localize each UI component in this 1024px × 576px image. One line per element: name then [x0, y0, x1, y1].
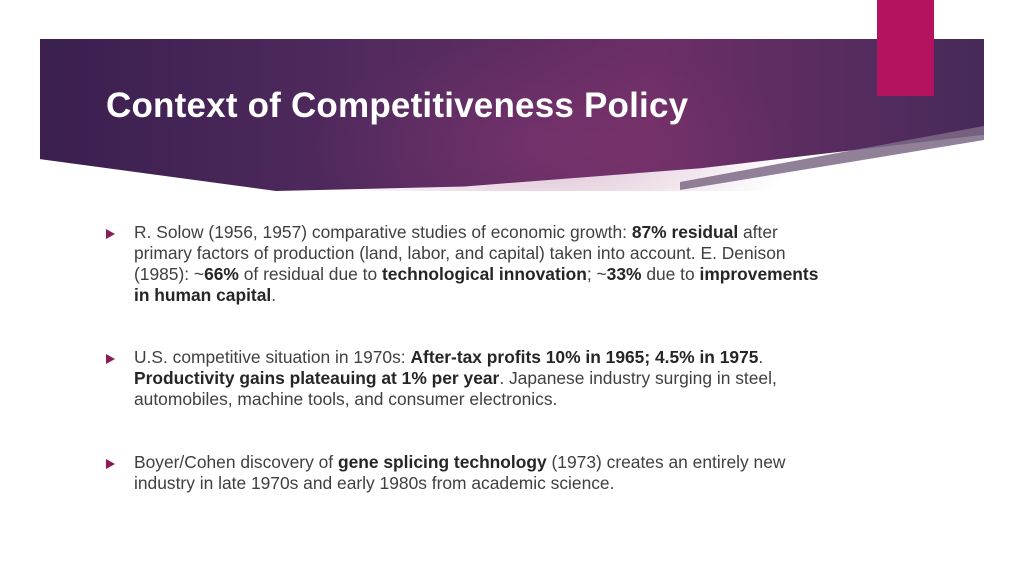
bullet-arrow-icon	[106, 354, 115, 364]
bullet-segment: after primary factors of production (lan…	[134, 222, 786, 284]
bullet-text: U.S. competitive situation in 1970s: Aft…	[134, 347, 824, 410]
bullet-text: R. Solow (1956, 1957) comparative studie…	[134, 222, 824, 306]
bullet-segment: R. Solow (1956, 1957) comparative studie…	[134, 222, 632, 242]
bullet-segment: .	[271, 285, 277, 305]
bullet-segment: (1973) creates an entirely new industry …	[134, 452, 786, 493]
bullet-segment: .	[758, 347, 764, 367]
bullet-arrow-icon	[106, 229, 115, 239]
bullet-segment: due to	[641, 264, 700, 284]
bullet-segment: Boyer/Cohen discovery of	[134, 452, 338, 472]
bullet-segment-bold: improvements in human capital	[134, 264, 819, 305]
bullet-segment: U.S. competitive situation in 1970s:	[134, 347, 411, 367]
bullet-segment: . Japanese industry surging in steel, au…	[134, 368, 777, 409]
accent-tab	[877, 0, 934, 96]
bullet-segment-bold: After-tax profits 10% in 1965; 4.5% in 1…	[410, 347, 759, 367]
bullet-segment: ; ~	[586, 264, 607, 284]
bullet-arrow-icon	[106, 459, 115, 469]
bullet-segment-bold: 33%	[606, 264, 642, 284]
bullet-text: Boyer/Cohen discovery of gene splicing t…	[134, 452, 824, 494]
bullet-segment-bold: 87% residual	[631, 222, 739, 242]
bullet-segment-bold: 66%	[204, 264, 239, 284]
bullet-segment: of residual due to	[238, 264, 382, 284]
bullet-segment-bold: gene splicing technology	[337, 452, 547, 472]
bullet-segment-bold: Productivity gains plateauing at 1% per …	[134, 368, 500, 388]
bullet-segment-bold: technological innovation	[382, 264, 587, 284]
slide-title: Context of Competitiveness Policy	[106, 86, 689, 125]
